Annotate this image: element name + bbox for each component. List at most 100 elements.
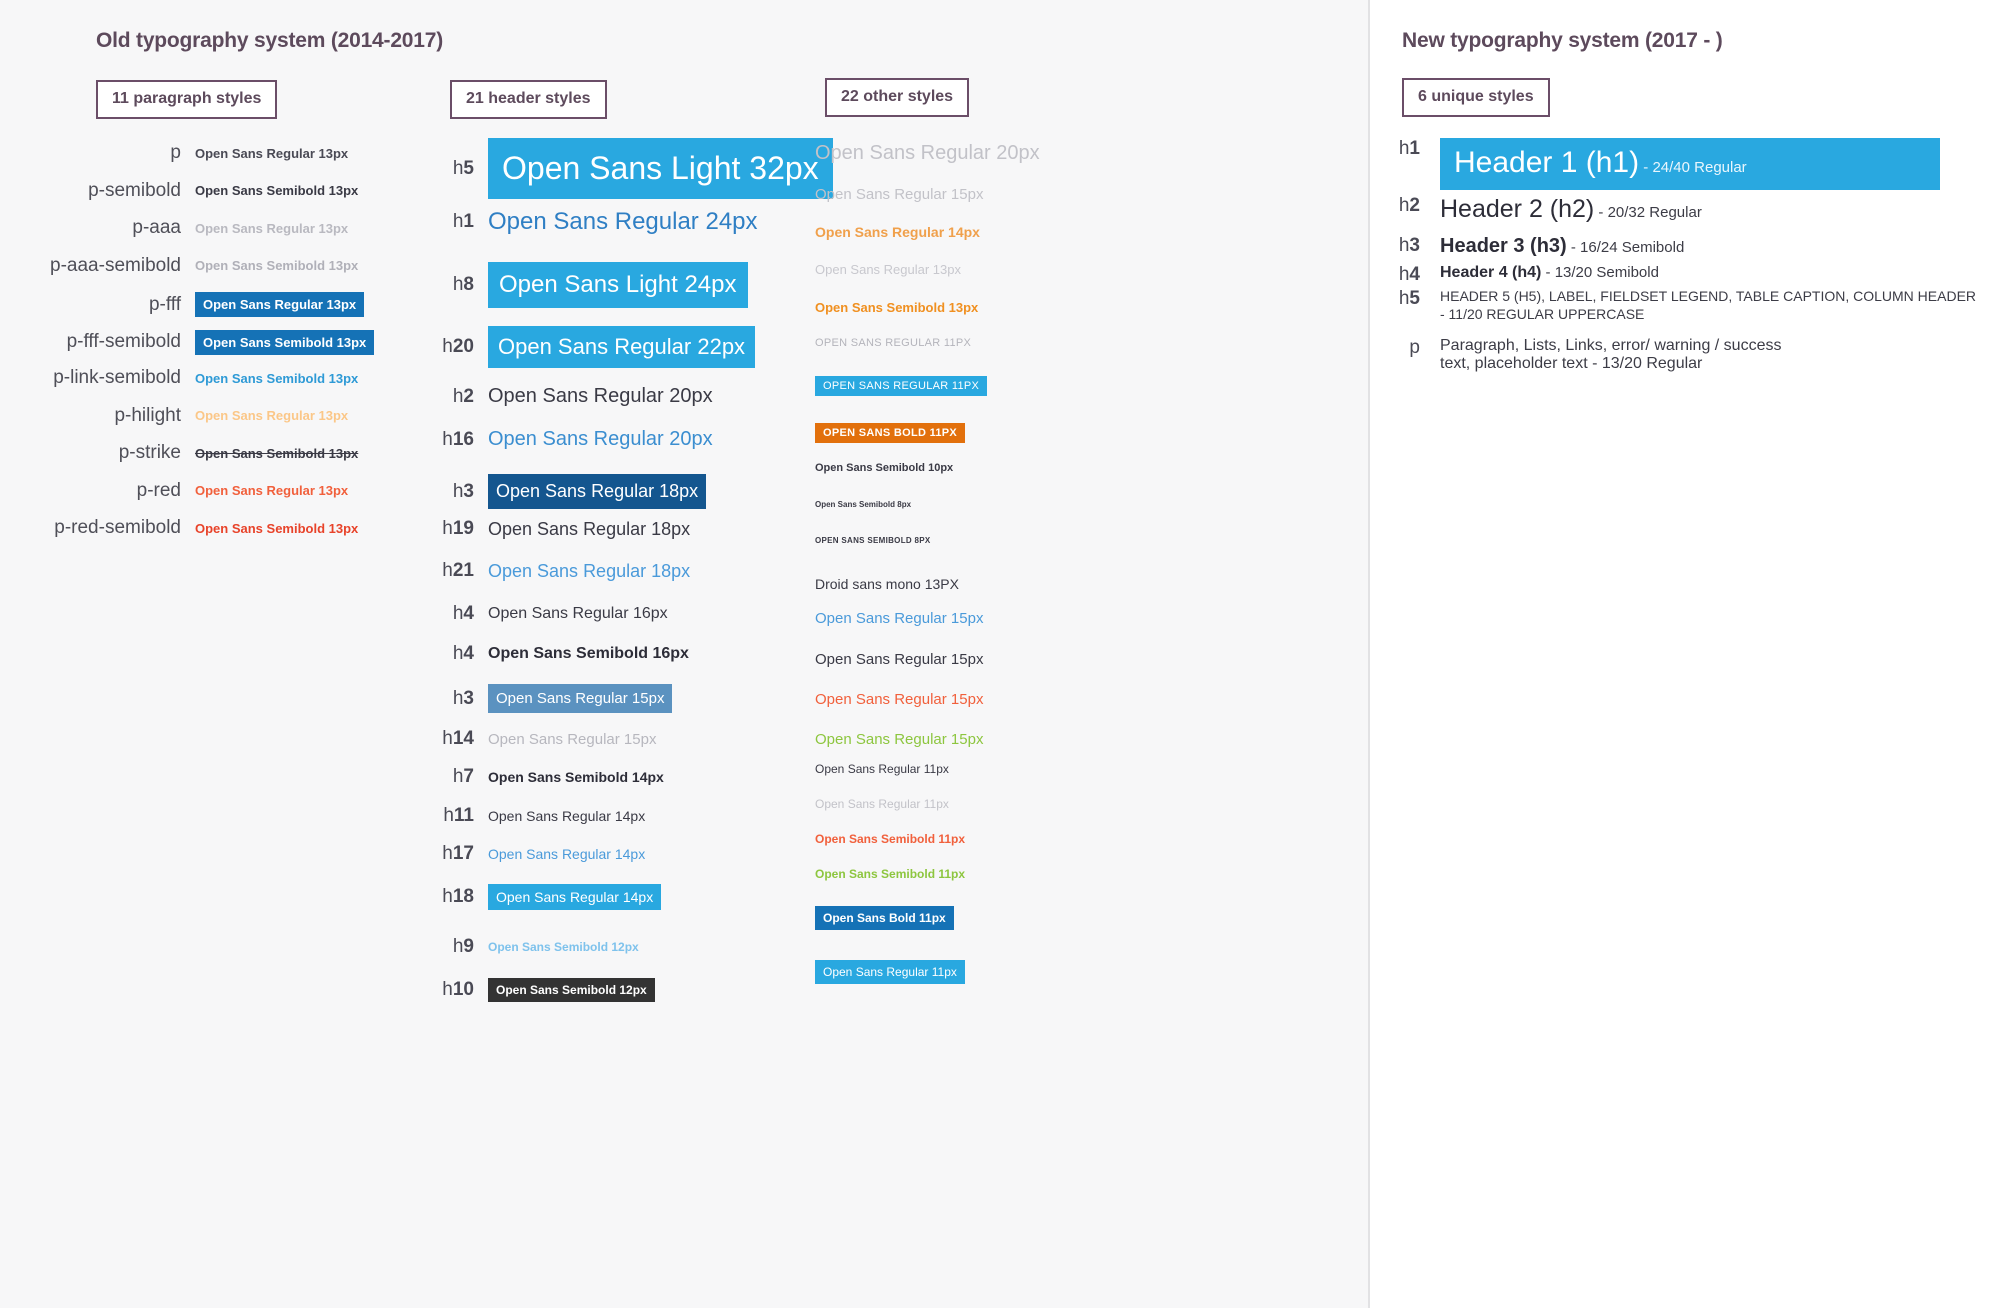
style-name-label: h4 [452,603,474,624]
style-sample-text: Open Sans Regular 18px [488,518,691,539]
style-sample-swatch: Open Sans Regular 11px [815,960,965,984]
style-row: p-fff-semibold Open Sans Semibold 13px [0,329,430,355]
style-sample-text: Open Sans Semibold 13px [195,370,359,386]
style-sample-swatch: Open Sans Semibold 13px [195,329,375,355]
style-row: Open Sans Regular 15px [805,651,1105,668]
style-sample-swatch: OPEN SANS BOLD 11PX [815,423,966,443]
style-row: Open Sans Regular 15px [805,731,1105,748]
style-row: OPEN SANS REGULAR 11PX [805,337,1105,349]
style-row: h16 Open Sans Regular 20px [430,428,805,451]
style-sample-swatch: Open Sans Regular 15px [488,684,673,713]
style-row: h3 Open Sans Regular 18px [430,474,805,509]
style-name-label: h8 [452,274,474,295]
style-row: h2 Open Sans Regular 20px [430,385,805,408]
style-sample-text: Open Sans Semibold 11px [815,832,966,846]
new-style-sample-title: Header 1 (h1) [1454,146,1640,179]
new-panel-title: New typography system (2017 - ) [1402,29,1723,53]
panel-divider [1368,0,1370,1308]
new-style-sample-text: Header 3 (h3) - 16/24 Semibold [1440,235,1684,258]
new-style-sample-title: HEADER 5 (H5), LABEL, FIELDSET LEGEND, T… [1440,288,1977,304]
style-sample-text: Open Sans Semibold 13px [815,300,979,315]
style-sample-text: Open Sans Regular 15px [815,186,984,203]
style-row: h18 Open Sans Regular 14px [430,884,805,910]
style-sample-swatch: Open Sans Bold 11px [815,906,954,930]
style-sample-text: Open Sans Regular 20px [488,385,713,407]
new-style-sample-title: Paragraph, Lists, Links, error/ warning … [1440,337,1782,354]
style-row: p-aaa-semibold Open Sans Semibold 13px [0,255,430,277]
style-name-label: h16 [442,428,474,450]
style-name-label: h21 [442,560,474,581]
new-style-name-label: h3 [1398,235,1420,256]
style-sample-text: Open Sans Regular 14px [815,224,980,240]
style-row: Open Sans Semibold 10px [805,462,1105,474]
new-style-row: h3 Header 3 (h3) - 16/24 Semibold [1380,235,1684,258]
style-name-label: h4 [452,643,474,664]
style-row: Open Sans Regular 11px [805,762,1105,776]
new-style-sample-meta: - 20/32 Regular [1594,204,1702,221]
style-sample-swatch: Open Sans Regular 14px [488,884,662,910]
new-style-sample-title: Header 3 (h3) [1440,235,1567,257]
new-style-row: h2 Header 2 (h2) - 20/32 Regular [1380,195,1702,224]
style-row: h4 Open Sans Semibold 16px [430,643,805,665]
style-row: h1 Open Sans Regular 24px [430,208,805,236]
style-name-label: h3 [452,687,474,709]
new-style-name-label: h4 [1398,264,1420,285]
style-row: h11 Open Sans Regular 14px [430,805,805,827]
style-name-label: h17 [442,843,474,864]
style-sample-text: Open Sans Regular 15px [815,691,984,708]
style-row: Open Sans Bold 11px [805,906,1105,930]
style-row: Open Sans Regular 15px [805,610,1105,627]
new-style-name-label: h2 [1398,195,1420,216]
style-row: p-hilight Open Sans Regular 13px [0,405,430,427]
style-name-label: h9 [452,936,474,957]
style-name-label: h10 [442,979,474,1000]
style-row: Open Sans Regular 15px [805,186,1105,203]
style-sample-swatch: Open Sans Semibold 12px [488,978,655,1002]
new-style-name-label: h1 [1398,138,1420,159]
style-sample-swatch: Open Sans Regular 13px [195,292,365,317]
new-style-row: h1 Header 1 (h1) - 24/40 Regular [1380,138,1940,190]
style-name-label: h18 [442,886,474,907]
new-style-sample-meta: - 24/40 Regular [1639,159,1747,176]
style-row: h17 Open Sans Regular 14px [430,843,805,865]
new-style-sample-text: HEADER 5 (H5), LABEL, FIELDSET LEGEND, T… [1440,288,1976,322]
style-row: h8 Open Sans Light 24px [430,262,805,308]
style-row: p-semibold Open Sans Semibold 13px [0,180,430,202]
style-row: Droid sans mono 13PX [805,576,1105,592]
style-name-label: p-hilight [114,404,181,426]
style-name-label: p-semibold [88,179,181,201]
style-name-label: p-aaa-semibold [50,254,181,276]
new-style-sample-text: Header 4 (h4) - 13/20 Semibold [1440,264,1659,282]
style-sample-text: Open Sans Regular 20px [488,428,713,450]
new-style-sample-second-line: - 11/20 REGULAR UPPERCASE [1440,306,1645,322]
new-style-sample-title: Header 4 (h4) [1440,264,1542,281]
style-name-label: h2 [452,385,474,407]
style-sample-text: Open Sans Regular 15px [488,730,657,748]
style-sample-text: Open Sans Semibold 14px [488,769,664,785]
other-styles-badge: 22 other styles [825,78,970,117]
style-sample-text: Open Sans Regular 15px [815,610,984,627]
style-row: Open Sans Regular 15px [805,691,1105,708]
style-sample-text: Open Sans Regular 13px [815,262,961,277]
style-sample-text: Open Sans Regular 14px [488,846,646,862]
new-style-sample-second-line: text, placeholder text - 13/20 Regular [1440,355,1703,372]
new-style-sample-text: Header 2 (h2) - 20/32 Regular [1440,195,1702,224]
style-row: p-link-semibold Open Sans Semibold 13px [0,367,430,389]
style-name-label: p-red-semibold [54,517,181,538]
style-row: h5 Open Sans Light 32px [430,138,833,199]
style-row: h19 Open Sans Regular 18px [430,518,805,540]
style-row: h14 Open Sans Regular 15px [430,728,805,750]
style-name-label: p-aaa [132,217,181,238]
style-row: h10 Open Sans Semibold 12px [430,978,805,1002]
style-name-label: h1 [452,211,474,232]
style-row: Open Sans Semibold 13px [805,300,1105,315]
style-row: p Open Sans Regular 13px [0,142,430,164]
style-sample-text: Open Sans Regular 13px [195,408,349,423]
new-style-name-label: p [1409,337,1420,358]
old-panel-title: Old typography system (2014-2017) [96,29,444,53]
style-sample-text: Open Sans Semibold 13px [195,258,359,273]
style-sample-text: Open Sans Semibold 11px [815,867,966,881]
new-style-sample-text: Paragraph, Lists, Links, error/ warning … [1440,337,1781,373]
style-sample-text: Open Sans Regular 15px [815,731,984,748]
style-name-label: p [170,142,181,163]
